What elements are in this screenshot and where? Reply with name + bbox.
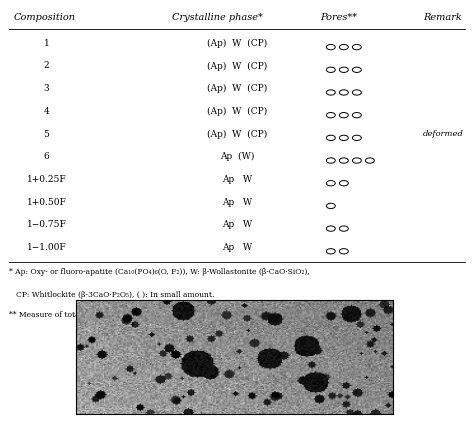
Text: * Ap: Oxy- or fluoro-apatite (Ca₁₀(PO₄)₆(O, F₂)), W: β-Wollastonite (β-CaO·SiO₂): * Ap: Oxy- or fluoro-apatite (Ca₁₀(PO₄)₆…: [9, 268, 310, 276]
Text: (Ap)  W  (CP): (Ap) W (CP): [207, 62, 267, 70]
Text: 1: 1: [44, 39, 49, 48]
Text: 1+0.25F: 1+0.25F: [27, 175, 66, 184]
Text: 4: 4: [44, 107, 49, 116]
Text: ** Measure of total volume of pores (○→○○○○ indicates increase in total volume).: ** Measure of total volume of pores (○→○…: [9, 311, 328, 319]
Text: 1−1.00F: 1−1.00F: [27, 243, 66, 252]
Text: (Ap)  W  (CP): (Ap) W (CP): [207, 107, 267, 116]
Text: 1−0.75F: 1−0.75F: [27, 220, 66, 229]
Text: Crystalline phase*: Crystalline phase*: [172, 13, 263, 22]
Text: (Ap)  W  (CP): (Ap) W (CP): [207, 130, 267, 139]
Text: deformed: deformed: [423, 130, 464, 138]
Text: 3: 3: [44, 84, 49, 93]
Text: Ap   W: Ap W: [222, 197, 252, 207]
Text: (Ap)  W  (CP): (Ap) W (CP): [207, 39, 267, 48]
Text: Pores**: Pores**: [320, 13, 358, 22]
Text: CP: Whitlockite (β-3CaO·P₂O₅), ( ): In small amount.: CP: Whitlockite (β-3CaO·P₂O₅), ( ): In s…: [9, 291, 215, 299]
Text: 1+0.50F: 1+0.50F: [27, 197, 66, 207]
Text: Ap  (W): Ap (W): [220, 152, 254, 161]
Text: 2: 2: [44, 62, 49, 70]
Text: 6: 6: [44, 152, 49, 161]
Text: 5: 5: [44, 130, 49, 138]
Text: Composition: Composition: [14, 13, 76, 22]
Text: Ap   W: Ap W: [222, 175, 252, 184]
Text: (Ap)  W  (CP): (Ap) W (CP): [207, 84, 267, 93]
Text: Remark: Remark: [423, 13, 462, 22]
Text: Ap   W: Ap W: [222, 243, 252, 252]
Text: Ap   W: Ap W: [222, 220, 252, 229]
